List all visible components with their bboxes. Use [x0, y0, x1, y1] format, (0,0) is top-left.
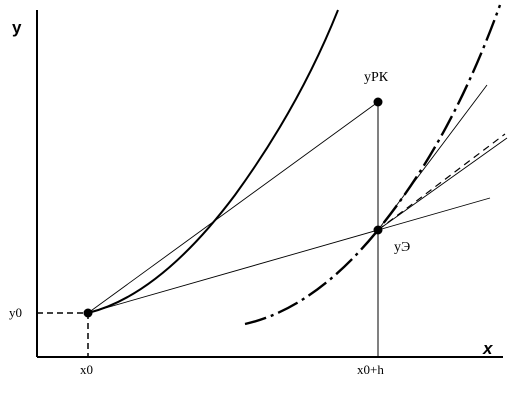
exact-solution-curve	[87, 9, 339, 314]
y-rk-label: yРК	[364, 70, 389, 85]
start-point	[83, 308, 93, 318]
y-e-point	[373, 225, 383, 235]
y-rk-point	[373, 97, 383, 107]
y-axis-label: y	[12, 18, 22, 37]
x-axis-label: x	[482, 339, 494, 358]
integral-curve-dashed	[244, 4, 502, 326]
y-e-label: yЭ	[394, 240, 410, 255]
x0-label: x0	[80, 362, 93, 377]
line-to-y-rk	[87, 101, 379, 314]
dashed-tangent-line	[377, 133, 506, 231]
x0h-label: x0+h	[357, 362, 384, 377]
line-through-y-e	[87, 197, 491, 314]
y0-label: y0	[9, 305, 22, 320]
medium-thin-line	[377, 137, 508, 231]
